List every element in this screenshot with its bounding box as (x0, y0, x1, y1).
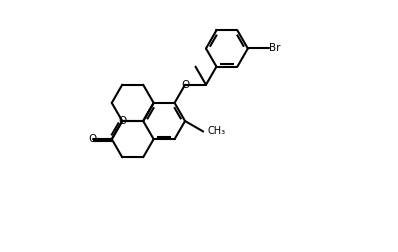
Text: Br: Br (269, 44, 280, 53)
Text: CH₃: CH₃ (207, 127, 225, 137)
Text: O: O (118, 116, 126, 126)
Text: O: O (89, 134, 97, 144)
Text: O: O (181, 80, 189, 90)
